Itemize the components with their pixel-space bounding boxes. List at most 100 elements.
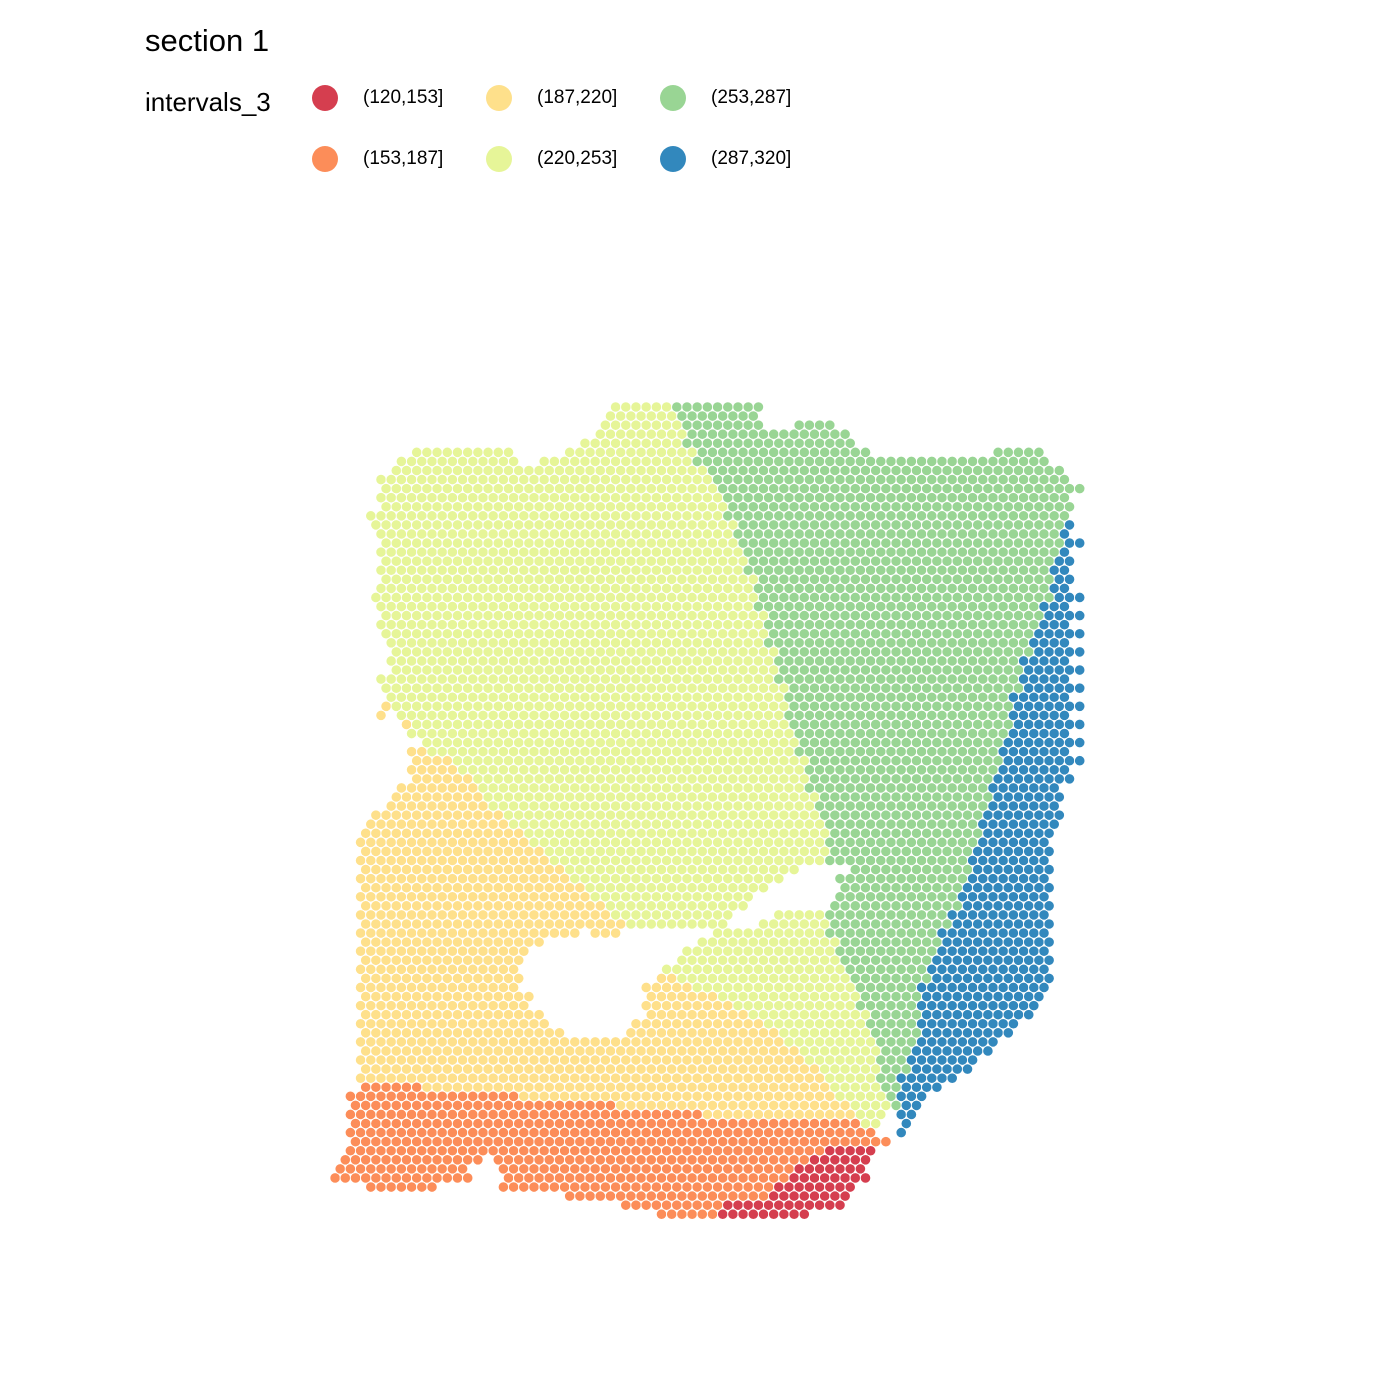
spot <box>594 537 606 549</box>
spot <box>533 809 545 821</box>
spot <box>528 546 540 558</box>
spot <box>742 927 754 939</box>
spot <box>966 764 979 776</box>
spot <box>813 564 826 576</box>
spot <box>885 510 897 522</box>
spot <box>558 691 571 703</box>
spot <box>411 664 423 676</box>
spot <box>844 891 856 903</box>
spot <box>1007 873 1020 885</box>
spot <box>569 492 581 504</box>
spot <box>686 1063 698 1075</box>
spot <box>803 909 816 921</box>
spot <box>599 637 612 649</box>
spot <box>921 990 933 1003</box>
spot <box>660 619 673 631</box>
spot <box>655 537 668 549</box>
spot <box>513 863 525 876</box>
spot <box>885 1000 897 1012</box>
spot <box>502 1081 515 1093</box>
spot <box>992 628 1004 640</box>
spot <box>411 900 423 912</box>
spot <box>462 646 474 658</box>
spot <box>564 483 576 495</box>
spot <box>778 555 790 567</box>
spot <box>921 863 933 876</box>
spot <box>701 764 714 776</box>
spot <box>421 882 433 894</box>
spot <box>778 464 790 477</box>
spot <box>390 1099 402 1111</box>
spot <box>574 646 586 658</box>
spot <box>676 1099 688 1111</box>
spot <box>997 673 1009 685</box>
spot <box>671 800 683 812</box>
spot <box>1048 637 1060 649</box>
spot <box>564 791 576 803</box>
spot <box>788 1045 800 1057</box>
spot <box>859 501 872 513</box>
spot <box>727 1081 739 1093</box>
spot <box>365 891 377 903</box>
spot <box>717 718 729 731</box>
spot <box>778 718 790 731</box>
spot <box>972 845 984 858</box>
spot <box>798 682 810 694</box>
spot <box>722 764 734 776</box>
spot <box>900 882 912 894</box>
spot <box>732 510 744 522</box>
spot <box>599 1090 612 1102</box>
spot <box>926 782 938 794</box>
spot <box>854 1108 867 1121</box>
spot <box>451 827 464 839</box>
spot <box>757 446 770 458</box>
spot <box>650 600 663 613</box>
spot <box>977 1000 989 1012</box>
spot <box>635 773 647 785</box>
spot <box>737 410 749 422</box>
spot <box>691 655 703 667</box>
spot <box>757 1009 770 1021</box>
spot <box>926 764 938 776</box>
spot <box>1038 800 1050 812</box>
spot <box>926 492 938 504</box>
spot <box>1023 519 1035 531</box>
spot <box>1043 628 1055 640</box>
spot <box>513 755 525 767</box>
spot <box>762 455 775 468</box>
spot <box>411 483 423 495</box>
spot <box>788 791 800 803</box>
spot <box>910 954 923 966</box>
spot <box>538 1054 550 1066</box>
spot <box>441 483 453 495</box>
spot <box>1033 646 1045 658</box>
spot <box>808 573 821 585</box>
spot <box>543 1117 555 1130</box>
spot <box>813 437 826 449</box>
spot <box>1012 501 1025 513</box>
spot <box>564 755 576 767</box>
spot <box>528 564 540 576</box>
spot <box>773 619 785 631</box>
spot <box>671 1090 683 1102</box>
spot <box>620 836 632 848</box>
spot <box>885 782 897 794</box>
spot <box>691 637 703 649</box>
spot <box>487 564 499 576</box>
spot <box>829 555 841 567</box>
spot <box>742 564 754 576</box>
spot <box>992 610 1004 622</box>
spot <box>778 537 790 549</box>
spot <box>569 1108 581 1121</box>
spot <box>696 464 708 477</box>
spot <box>788 863 800 876</box>
spot <box>849 1027 861 1039</box>
spot <box>589 437 601 449</box>
spot <box>997 873 1009 885</box>
spot <box>676 591 688 604</box>
spot <box>987 818 999 830</box>
spot <box>502 1063 515 1075</box>
spot <box>594 736 606 749</box>
spot <box>783 1127 795 1139</box>
spot <box>513 464 525 477</box>
